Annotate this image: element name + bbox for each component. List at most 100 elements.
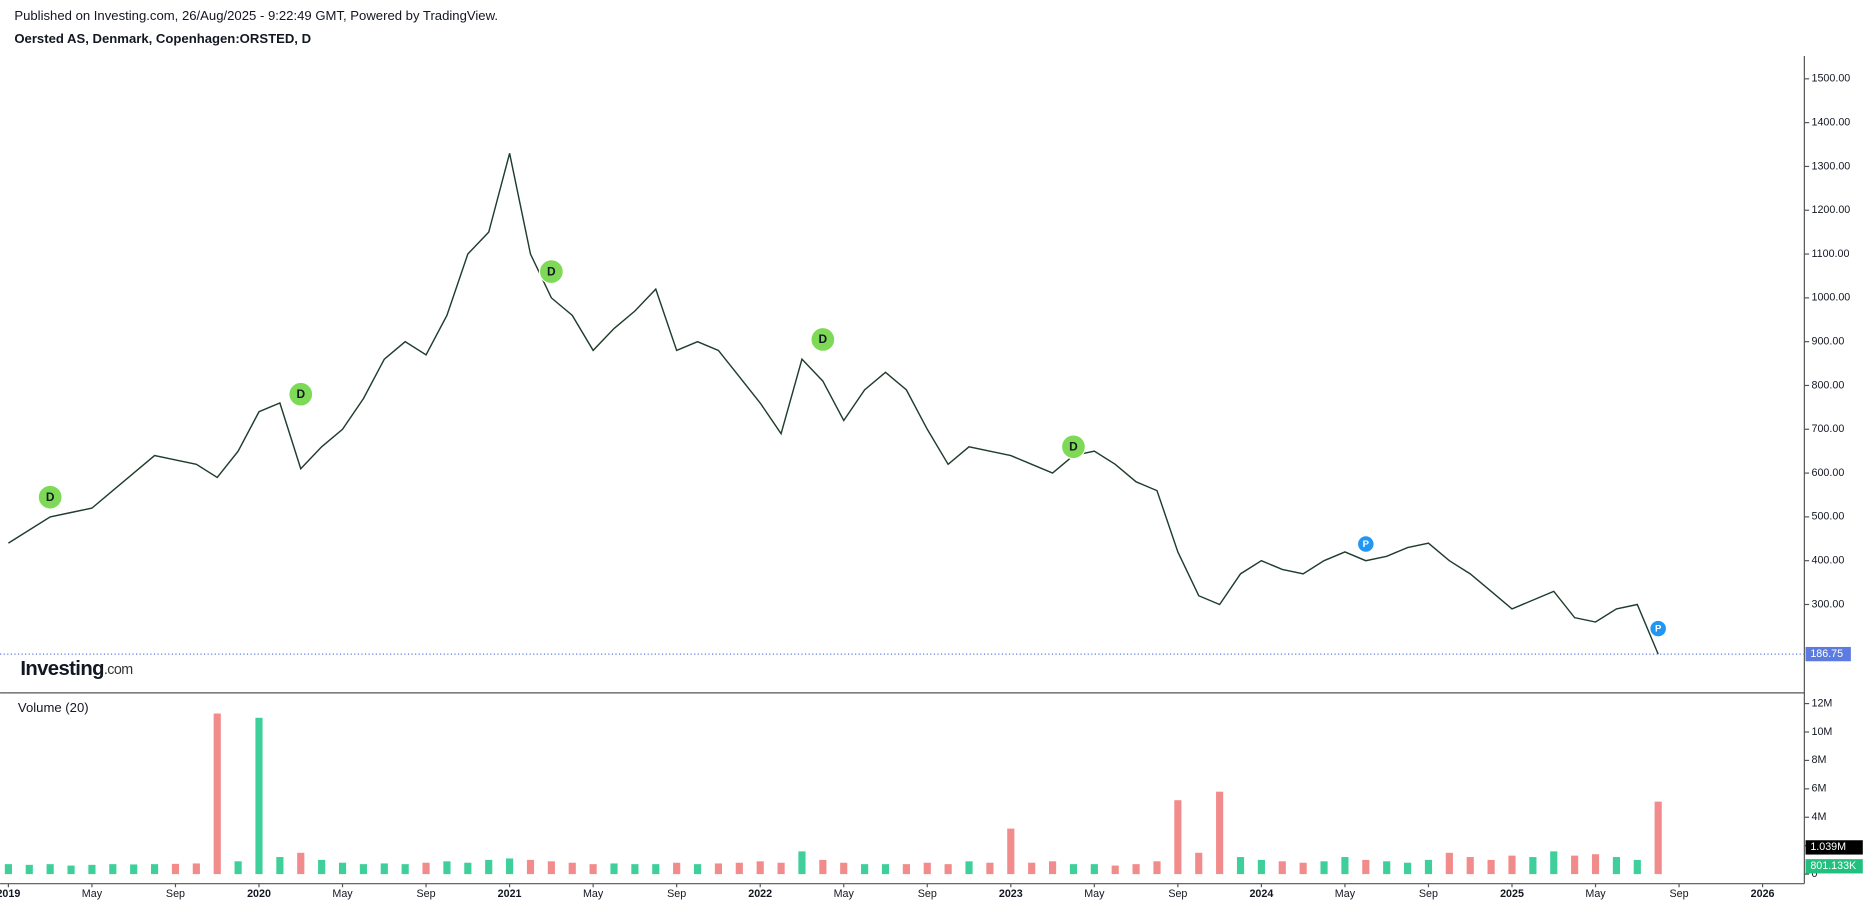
event-label: P [1363,539,1370,550]
volume-bar [1320,861,1328,875]
volume-bar [1529,857,1537,875]
volume-bar [1174,800,1182,875]
volume-bar [443,861,451,875]
volume-bar [693,864,702,875]
volume-bar [1048,861,1057,875]
volume-bar [506,858,514,875]
y-tick-label: 900.00 [1812,335,1845,347]
x-tick-label: 2022 [748,888,772,900]
price-line [8,153,1659,655]
volume-bar [1404,862,1412,875]
volume-bar [1424,859,1433,875]
volume-bar [359,864,367,875]
volume-bar [798,851,806,875]
x-tick-label: Sep [1168,888,1187,900]
x-tick-label: Sep [667,888,686,900]
volume-tick-label: 10M [1812,726,1833,738]
volume-bar [756,861,764,875]
symbol-title: Oersted AS, Denmark, Copenhagen:ORSTED, … [14,31,311,46]
volume-bar [840,862,848,875]
volume-tick-label: 8M [1812,754,1827,766]
volume-bar [1257,859,1265,875]
volume-bar [1487,859,1495,875]
y-tick-label: 700.00 [1812,423,1845,435]
volume-bar [338,862,347,875]
volume-title: Volume (20) [18,700,89,715]
volume-bar [1111,865,1119,875]
event-label: D [1069,440,1078,454]
event-label: D [296,387,305,401]
volume-tick-label: 0 [1812,868,1818,880]
y-tick-label: 1000.00 [1812,292,1851,304]
volume-bar [67,865,75,875]
volume-bar [130,864,138,875]
volume-bar [380,863,388,875]
x-tick-label: 2024 [1249,888,1273,900]
y-tick-label: 500.00 [1812,511,1845,523]
event-label: D [547,264,556,278]
volume-bar [1090,864,1098,875]
volume-bar [986,862,994,875]
volume-bar [777,862,785,875]
volume-bar [714,863,723,875]
volume-bar [589,864,597,875]
event-marker [810,326,836,352]
volume-bar [276,857,284,875]
volume-bar [88,864,96,875]
volume-bar [547,861,555,875]
published-note: Published on Investing.com, 26/Aug/2025 … [14,8,498,23]
volume-bar [1445,852,1453,875]
event-marker [1649,619,1668,638]
volume-bar [1069,864,1078,875]
volume-bar [861,864,869,875]
x-tick-label: May [583,888,604,900]
volume-bar [4,864,12,875]
volume-bar [673,862,681,875]
x-tick-label: Sep [1419,888,1438,900]
x-tick-label: 2023 [999,888,1023,900]
volume-bar [1007,828,1015,875]
event-label: P [1655,624,1662,635]
volume-bar [1550,851,1558,875]
x-tick-label: May [82,888,103,900]
x-tick-label: May [332,888,353,900]
volume-bar [1299,862,1307,875]
volume-bar [485,859,493,875]
volume-last-label: 801.133K [1810,860,1857,872]
volume-bar [652,864,660,875]
x-tick-label: May [1585,888,1606,900]
last-price-box [1805,646,1851,662]
logo: Investing.com [20,659,132,681]
volume-bar [923,862,931,875]
volume-tick-label: 6M [1812,783,1827,795]
x-tick-label: 2019 [0,888,20,900]
volume-bar [234,861,242,875]
volume-bar [819,859,827,875]
last-price-label: 186.75 [1810,648,1843,660]
y-tick-label: 600.00 [1812,467,1845,479]
volume-bar [1466,857,1474,875]
volume-bar [46,864,54,875]
volume-bar [401,864,409,875]
x-tick-label: May [1335,888,1356,900]
x-tick-label: Sep [918,888,937,900]
volume-bar [464,862,472,875]
volume-bar [151,864,159,875]
volume-tick-label: 12M [1812,697,1833,709]
x-tick-label: Sep [1670,888,1689,900]
volume-bar [255,717,263,875]
x-tick-label: 2026 [1751,888,1775,900]
volume-bar [213,713,221,875]
x-tick-label: Sep [417,888,436,900]
volume-bar [1341,857,1349,875]
volume-bar [25,864,33,875]
volume-bar [109,864,117,875]
volume-bar [610,863,618,875]
event-label: D [819,332,828,346]
x-tick-label: May [834,888,855,900]
event-marker [538,259,564,285]
y-tick-label: 300.00 [1812,598,1845,610]
volume-bar [1132,864,1140,875]
